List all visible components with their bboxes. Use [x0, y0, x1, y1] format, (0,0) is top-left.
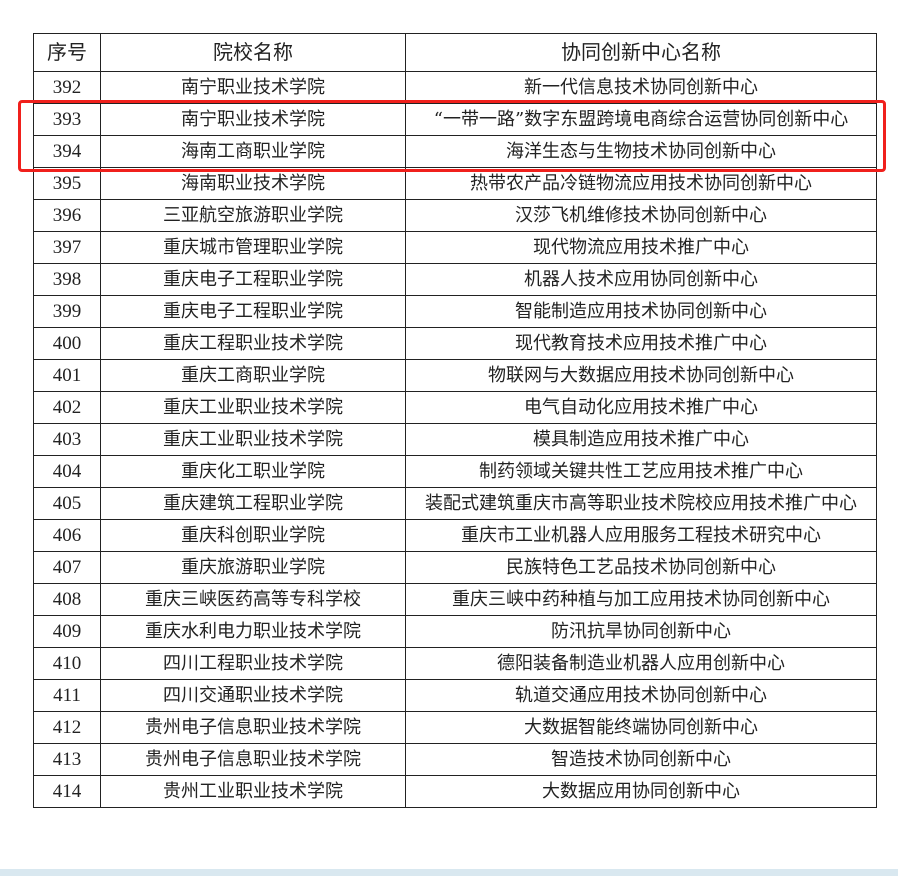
school-cell: 南宁职业技术学院 [100, 103, 406, 136]
center-cell: 机器人技术应用协同创新中心 [405, 263, 877, 296]
seq-cell: 401 [33, 359, 101, 392]
school-cell: 重庆三峡医药高等专科学校 [100, 583, 406, 616]
center-cell: 大数据智能终端协同创新中心 [405, 711, 877, 744]
seq-cell: 395 [33, 167, 101, 200]
center-cell: 重庆市工业机器人应用服务工程技术研究中心 [405, 519, 877, 552]
school-cell: 贵州电子信息职业技术学院 [100, 711, 406, 744]
table-row: 395 海南职业技术学院 热带农产品冷链物流应用技术协同创新中心 [33, 167, 877, 200]
school-cell: 三亚航空旅游职业学院 [100, 199, 406, 232]
seq-cell: 394 [33, 135, 101, 168]
bottom-scroll-band [0, 869, 898, 876]
center-cell: 重庆三峡中药种植与加工应用技术协同创新中心 [405, 583, 877, 616]
center-cell: 海洋生态与生物技术协同创新中心 [405, 135, 877, 168]
seq-cell: 409 [33, 615, 101, 648]
seq-cell: 393 [33, 103, 101, 136]
table-row: 399 重庆电子工程职业学院 智能制造应用技术协同创新中心 [33, 295, 877, 328]
school-cell: 重庆科创职业学院 [100, 519, 406, 552]
table-row: 403 重庆工业职业技术学院 模具制造应用技术推广中心 [33, 423, 877, 456]
school-cell: 重庆工业职业技术学院 [100, 423, 406, 456]
table-row: 400 重庆工程职业技术学院 现代教育技术应用技术推广中心 [33, 327, 877, 360]
seq-cell: 411 [33, 679, 101, 712]
header-school: 院校名称 [100, 33, 406, 72]
center-cell: 装配式建筑重庆市高等职业技术院校应用技术推广中心 [405, 487, 877, 520]
school-cell: 贵州电子信息职业技术学院 [100, 743, 406, 776]
school-cell: 贵州工业职业技术学院 [100, 775, 406, 808]
center-cell: 轨道交通应用技术协同创新中心 [405, 679, 877, 712]
seq-cell: 400 [33, 327, 101, 360]
seq-cell: 392 [33, 71, 101, 104]
center-cell: 电气自动化应用技术推广中心 [405, 391, 877, 424]
header-seq: 序号 [33, 33, 101, 72]
seq-cell: 403 [33, 423, 101, 456]
center-cell: 新一代信息技术协同创新中心 [405, 71, 877, 104]
table-row: 405 重庆建筑工程职业学院 装配式建筑重庆市高等职业技术院校应用技术推广中心 [33, 487, 877, 520]
seq-cell: 410 [33, 647, 101, 680]
seq-cell: 406 [33, 519, 101, 552]
table-row: 398 重庆电子工程职业学院 机器人技术应用协同创新中心 [33, 263, 877, 296]
school-cell: 四川工程职业技术学院 [100, 647, 406, 680]
table-row: 402 重庆工业职业技术学院 电气自动化应用技术推广中心 [33, 391, 877, 424]
table-row: 401 重庆工商职业学院 物联网与大数据应用技术协同创新中心 [33, 359, 877, 392]
table-row: 404 重庆化工职业学院 制药领域关键共性工艺应用技术推广中心 [33, 455, 877, 488]
seq-cell: 408 [33, 583, 101, 616]
school-cell: 四川交通职业技术学院 [100, 679, 406, 712]
school-cell: 重庆工业职业技术学院 [100, 391, 406, 424]
center-cell: 防汛抗旱协同创新中心 [405, 615, 877, 648]
table-row: 393 南宁职业技术学院 “一带一路”数字东盟跨境电商综合运营协同创新中心 [33, 103, 877, 136]
school-cell: 重庆工程职业技术学院 [100, 327, 406, 360]
seq-cell: 397 [33, 231, 101, 264]
seq-cell: 398 [33, 263, 101, 296]
school-cell: 重庆城市管理职业学院 [100, 231, 406, 264]
seq-cell: 414 [33, 775, 101, 808]
center-cell: 大数据应用协同创新中心 [405, 775, 877, 808]
seq-cell: 399 [33, 295, 101, 328]
center-cell: 模具制造应用技术推广中心 [405, 423, 877, 456]
table-row: 396 三亚航空旅游职业学院 汉莎飞机维修技术协同创新中心 [33, 199, 877, 232]
table-row: 392 南宁职业技术学院 新一代信息技术协同创新中心 [33, 71, 877, 104]
seq-cell: 412 [33, 711, 101, 744]
school-cell: 南宁职业技术学院 [100, 71, 406, 104]
center-cell: 现代物流应用技术推广中心 [405, 231, 877, 264]
center-cell: “一带一路”数字东盟跨境电商综合运营协同创新中心 [405, 103, 877, 136]
center-cell: 智造技术协同创新中心 [405, 743, 877, 776]
seq-cell: 413 [33, 743, 101, 776]
header-center: 协同创新中心名称 [405, 33, 877, 72]
seq-cell: 407 [33, 551, 101, 584]
table-row: 410 四川工程职业技术学院 德阳装备制造业机器人应用创新中心 [33, 647, 877, 680]
school-cell: 重庆水利电力职业技术学院 [100, 615, 406, 648]
center-cell: 物联网与大数据应用技术协同创新中心 [405, 359, 877, 392]
center-cell: 民族特色工艺品技术协同创新中心 [405, 551, 877, 584]
center-cell: 热带农产品冷链物流应用技术协同创新中心 [405, 167, 877, 200]
table-row: 413 贵州电子信息职业技术学院 智造技术协同创新中心 [33, 743, 877, 776]
table-row: 411 四川交通职业技术学院 轨道交通应用技术协同创新中心 [33, 679, 877, 712]
school-cell: 海南工商职业学院 [100, 135, 406, 168]
seq-cell: 396 [33, 199, 101, 232]
table-row: 409 重庆水利电力职业技术学院 防汛抗旱协同创新中心 [33, 615, 877, 648]
table-row: 407 重庆旅游职业学院 民族特色工艺品技术协同创新中心 [33, 551, 877, 584]
innovation-center-table: 序号 院校名称 协同创新中心名称 392 南宁职业技术学院 新一代信息技术协同创新中… [33, 33, 877, 808]
table-row: 414 贵州工业职业技术学院 大数据应用协同创新中心 [33, 775, 877, 808]
seq-cell: 404 [33, 455, 101, 488]
center-cell: 汉莎飞机维修技术协同创新中心 [405, 199, 877, 232]
school-cell: 海南职业技术学院 [100, 167, 406, 200]
center-cell: 智能制造应用技术协同创新中心 [405, 295, 877, 328]
school-cell: 重庆化工职业学院 [100, 455, 406, 488]
table-row: 408 重庆三峡医药高等专科学校 重庆三峡中药种植与加工应用技术协同创新中心 [33, 583, 877, 616]
seq-cell: 405 [33, 487, 101, 520]
seq-cell: 402 [33, 391, 101, 424]
table-row: 406 重庆科创职业学院 重庆市工业机器人应用服务工程技术研究中心 [33, 519, 877, 552]
school-cell: 重庆工商职业学院 [100, 359, 406, 392]
table-row: 397 重庆城市管理职业学院 现代物流应用技术推广中心 [33, 231, 877, 264]
center-cell: 现代教育技术应用技术推广中心 [405, 327, 877, 360]
center-cell: 德阳装备制造业机器人应用创新中心 [405, 647, 877, 680]
table-row: 394 海南工商职业学院 海洋生态与生物技术协同创新中心 [33, 135, 877, 168]
school-cell: 重庆旅游职业学院 [100, 551, 406, 584]
school-cell: 重庆电子工程职业学院 [100, 263, 406, 296]
school-cell: 重庆建筑工程职业学院 [100, 487, 406, 520]
school-cell: 重庆电子工程职业学院 [100, 295, 406, 328]
center-cell: 制药领域关键共性工艺应用技术推广中心 [405, 455, 877, 488]
table-header-row: 序号 院校名称 协同创新中心名称 [33, 33, 877, 72]
table-row: 412 贵州电子信息职业技术学院 大数据智能终端协同创新中心 [33, 711, 877, 744]
